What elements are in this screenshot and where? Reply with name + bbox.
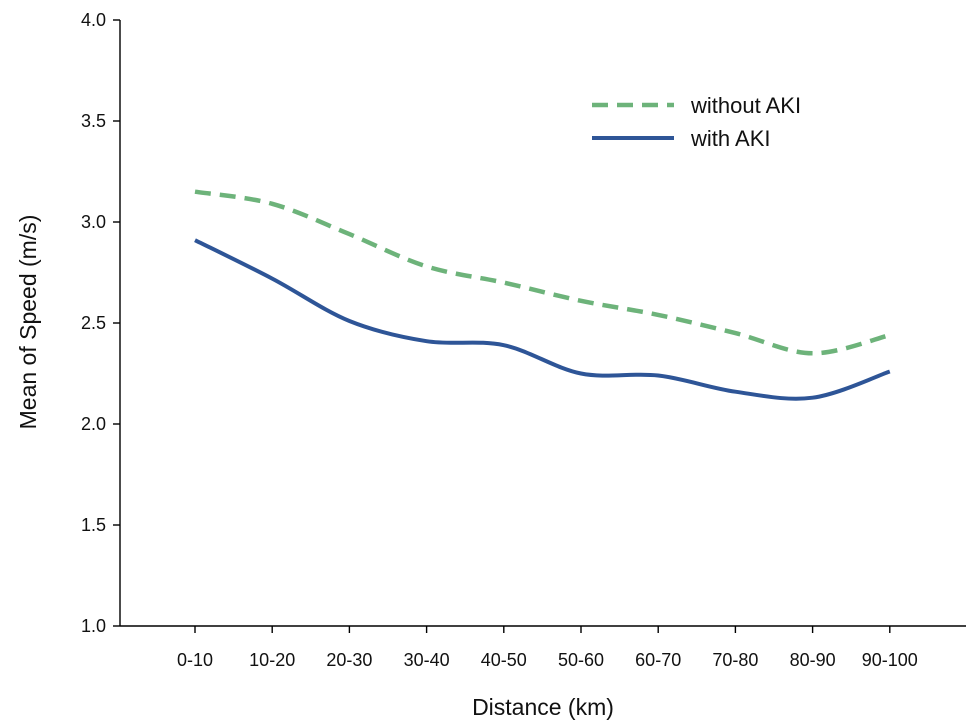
x-tick-label: 40-50 — [481, 650, 527, 670]
x-tick-label: 0-10 — [177, 650, 213, 670]
y-axis-label: Mean of Speed (m/s) — [15, 215, 41, 430]
x-tick-label: 10-20 — [249, 650, 295, 670]
y-tick-label: 2.0 — [81, 414, 106, 434]
x-tick-label: 30-40 — [404, 650, 450, 670]
x-tick-label: 90-100 — [862, 650, 918, 670]
series-line-without-aki — [194, 189, 891, 356]
legend-label-with-aki: with AKI — [690, 126, 770, 151]
y-tick-label: 4.0 — [81, 10, 106, 30]
x-tick-label: 60-70 — [635, 650, 681, 670]
y-tick-label: 3.5 — [81, 111, 106, 131]
series-layer — [194, 189, 891, 401]
series-line-with-aki — [194, 238, 891, 401]
y-tick-label: 3.0 — [81, 212, 106, 232]
y-tick-label: 1.5 — [81, 515, 106, 535]
y-tick-label: 1.0 — [81, 616, 106, 636]
x-tick-label: 20-30 — [326, 650, 372, 670]
y-tick-label: 2.5 — [81, 313, 106, 333]
x-tick-label: 70-80 — [712, 650, 758, 670]
x-axis-label: Distance (km) — [472, 694, 614, 720]
x-tick-label: 80-90 — [790, 650, 836, 670]
plot-area: 1.0 1.5 2.0 2.5 3.0 3.5 4.0 0-10 10-20 20-30 30-40… — [81, 10, 966, 670]
legend-label-without-aki: without AKI — [690, 93, 801, 118]
x-tick-label: 50-60 — [558, 650, 604, 670]
legend: without AKI with AKI — [592, 93, 801, 151]
